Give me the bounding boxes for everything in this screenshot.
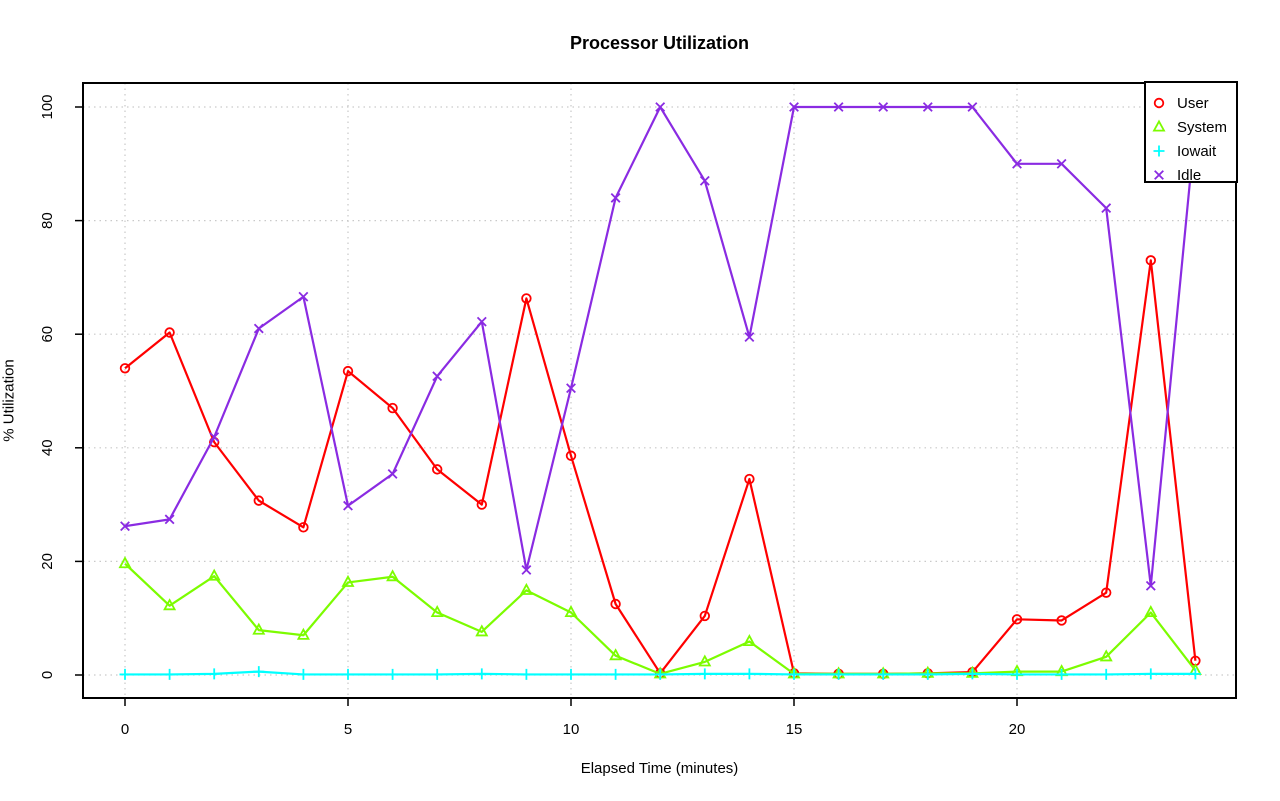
- y-tick-label: 20: [39, 553, 56, 570]
- series-iowait: [119, 666, 1201, 680]
- tick-labels: 0 5 10 15 20 0 20 40 60 80 100: [39, 94, 1025, 738]
- series-user: [119, 255, 1201, 680]
- legend-item-user: User: [1153, 95, 1209, 112]
- series-system: [118, 556, 1202, 679]
- x-tick-label: 15: [786, 721, 803, 738]
- x-tick-label: 0: [121, 721, 129, 738]
- y-tick-label: 60: [39, 326, 56, 343]
- x-tick-label: 20: [1009, 721, 1026, 738]
- axes: [75, 82, 1237, 706]
- series-line: [124, 105, 1197, 587]
- series-idle: [120, 102, 1201, 591]
- series-line: [124, 259, 1197, 675]
- legend-label: Iowait: [1177, 143, 1217, 160]
- legend-label: System: [1177, 119, 1227, 136]
- gridlines: [83, 83, 1236, 698]
- legend-item-idle: Idle: [1154, 167, 1201, 184]
- legend-label: User: [1177, 95, 1209, 112]
- y-tick-label: 80: [39, 212, 56, 229]
- chart-title: Processor Utilization: [569, 33, 750, 53]
- legend-item-iowait: Iowait: [1153, 143, 1217, 160]
- legend: User System Iowait Idle: [1144, 81, 1238, 184]
- y-tick-label: 100: [39, 94, 56, 119]
- legend-item-system: System: [1152, 119, 1227, 136]
- legend-label: Idle: [1177, 167, 1201, 184]
- y-tick-label: 40: [39, 439, 56, 456]
- y-axis-label: % Utilization: [0, 359, 18, 442]
- x-axis-label: Elapsed Time (minutes): [580, 760, 739, 777]
- x-tick-label: 10: [563, 721, 580, 738]
- y-tick-label: 0: [39, 671, 56, 679]
- x-tick-label: 5: [344, 721, 352, 738]
